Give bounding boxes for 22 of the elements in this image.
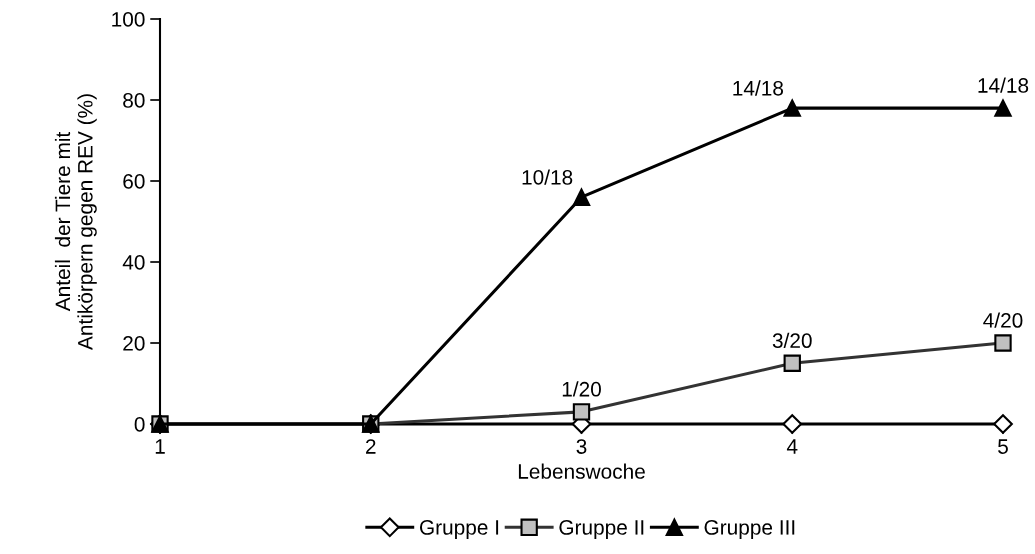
y-tick-label: 40: [122, 255, 145, 270]
legend-label: Gruppe I: [419, 520, 499, 539]
x-tick-label: 5: [998, 439, 1008, 454]
x-tick-label: 1: [155, 439, 165, 454]
x-tick-label: 4: [786, 439, 798, 454]
data-label: 4/20: [983, 312, 1023, 328]
x-axis-title: Lebenswoche: [518, 463, 645, 479]
y-tick-label: 60: [123, 174, 145, 189]
data-label: 14/18: [978, 77, 1029, 93]
legend-label: Gruppe II: [559, 520, 644, 539]
y-tick-label: 20: [123, 336, 145, 351]
data-label: 1/20: [562, 381, 601, 397]
data-label: 10/18: [522, 169, 573, 185]
legend-label: Gruppe III: [704, 520, 795, 539]
data-label: 3/20: [772, 332, 812, 349]
x-tick-label: 2: [366, 439, 376, 454]
y-tick-label: 0: [134, 417, 145, 432]
y-tick-label: 100: [112, 12, 145, 27]
x-tick-label: 3: [576, 439, 587, 454]
y-axis-title: Anteil der Tiere mit Antikörpern gegen REV (%): [54, 94, 97, 350]
y-tick-label: 80: [123, 93, 145, 108]
data-label: 14/18: [733, 80, 784, 96]
